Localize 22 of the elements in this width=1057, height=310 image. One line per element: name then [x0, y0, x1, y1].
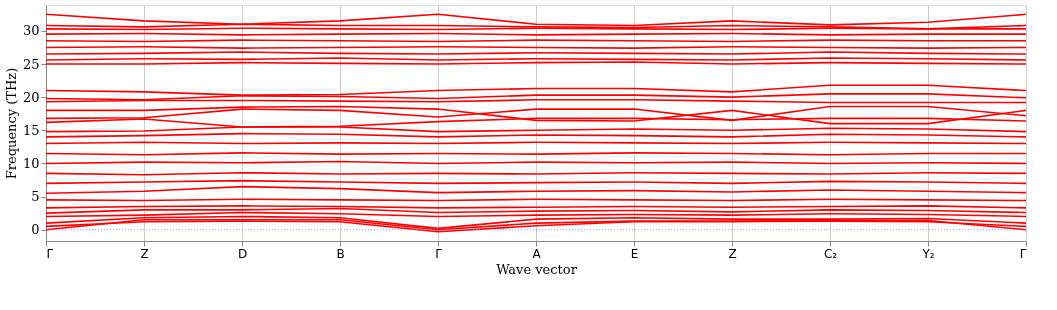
x-tick-label: E	[630, 246, 639, 261]
x-tick-label: Γ	[46, 246, 54, 261]
y-tick-label: 0	[31, 222, 40, 238]
x-tick-label: Z	[140, 246, 149, 261]
y-tick-label: 15	[22, 122, 40, 138]
x-axis-title: Wave vector	[496, 261, 578, 277]
x-tick-label: Y₂	[921, 246, 935, 261]
y-tick-label: 25	[22, 56, 40, 72]
y-axis-title: Frequency (THz)	[3, 67, 19, 180]
line-series	[46, 185, 1026, 195]
x-tick-label: Γ	[435, 246, 443, 261]
x-tick-label: C₂	[823, 246, 838, 261]
line-series	[46, 13, 1026, 27]
x-tick-label: A	[532, 246, 542, 261]
x-tick-label: Z	[728, 246, 737, 261]
x-tick-label: Γ	[1019, 246, 1027, 261]
y-tick-label: 10	[22, 155, 40, 171]
x-tick-label: D	[237, 246, 248, 261]
y-tick-label: 20	[22, 89, 40, 105]
x-tick-label: B	[336, 246, 345, 261]
y-tick-label: 5	[31, 189, 40, 205]
y-tick-label: 30	[22, 23, 40, 39]
